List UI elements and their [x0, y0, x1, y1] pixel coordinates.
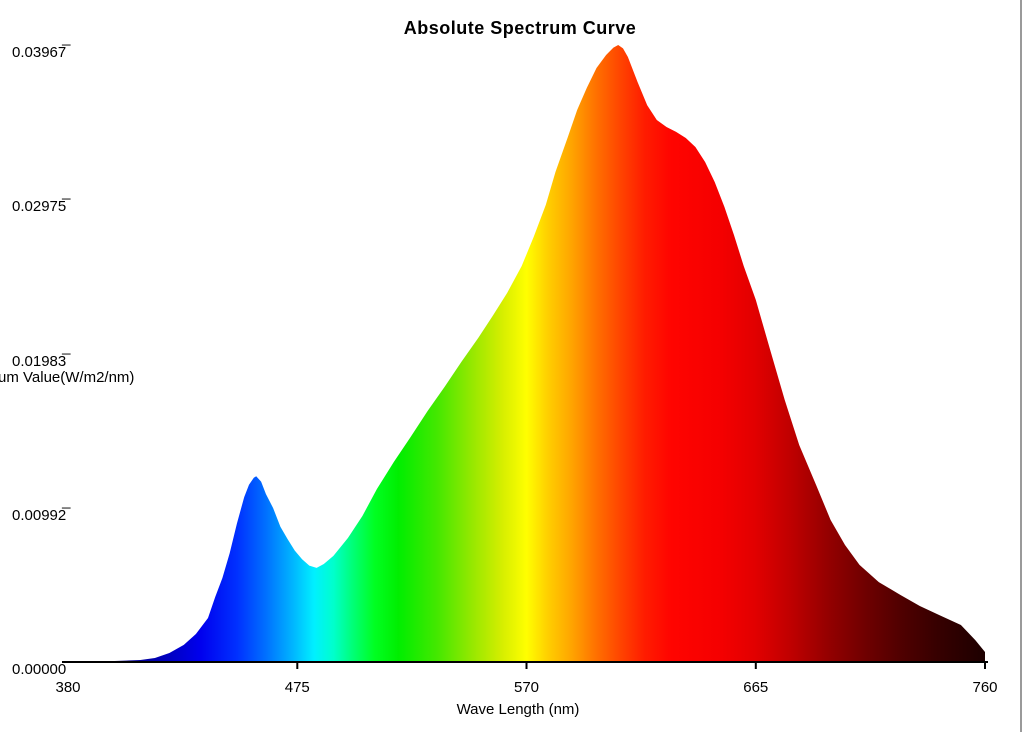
x-axis-label: Wave Length (nm) [456, 701, 580, 718]
y-tick-label: 0.03967̅ [12, 44, 67, 61]
x-tick-label: 570 [513, 679, 540, 696]
x-tick-label: 760 [972, 679, 998, 696]
y-tick-label: 0.01983̅ [12, 352, 67, 370]
y-tick-label: 0.00000 [12, 661, 67, 678]
x-tick-label: 665 [743, 679, 769, 696]
y-tick-label: 0.00992̅ [12, 506, 67, 524]
chart-title: Absolute Spectrum Curve [403, 18, 637, 38]
x-tick-label: 475 [284, 679, 310, 696]
x-tick-label: 380 [55, 679, 81, 696]
y-axis-label: um Value(W/m2/nm) [0, 369, 135, 386]
window-right-border [1020, 0, 1022, 732]
spectrum-curve-fill [68, 45, 985, 662]
x-axis-ticks [296, 662, 986, 669]
y-tick-label: 0.02975̅ [12, 198, 67, 216]
